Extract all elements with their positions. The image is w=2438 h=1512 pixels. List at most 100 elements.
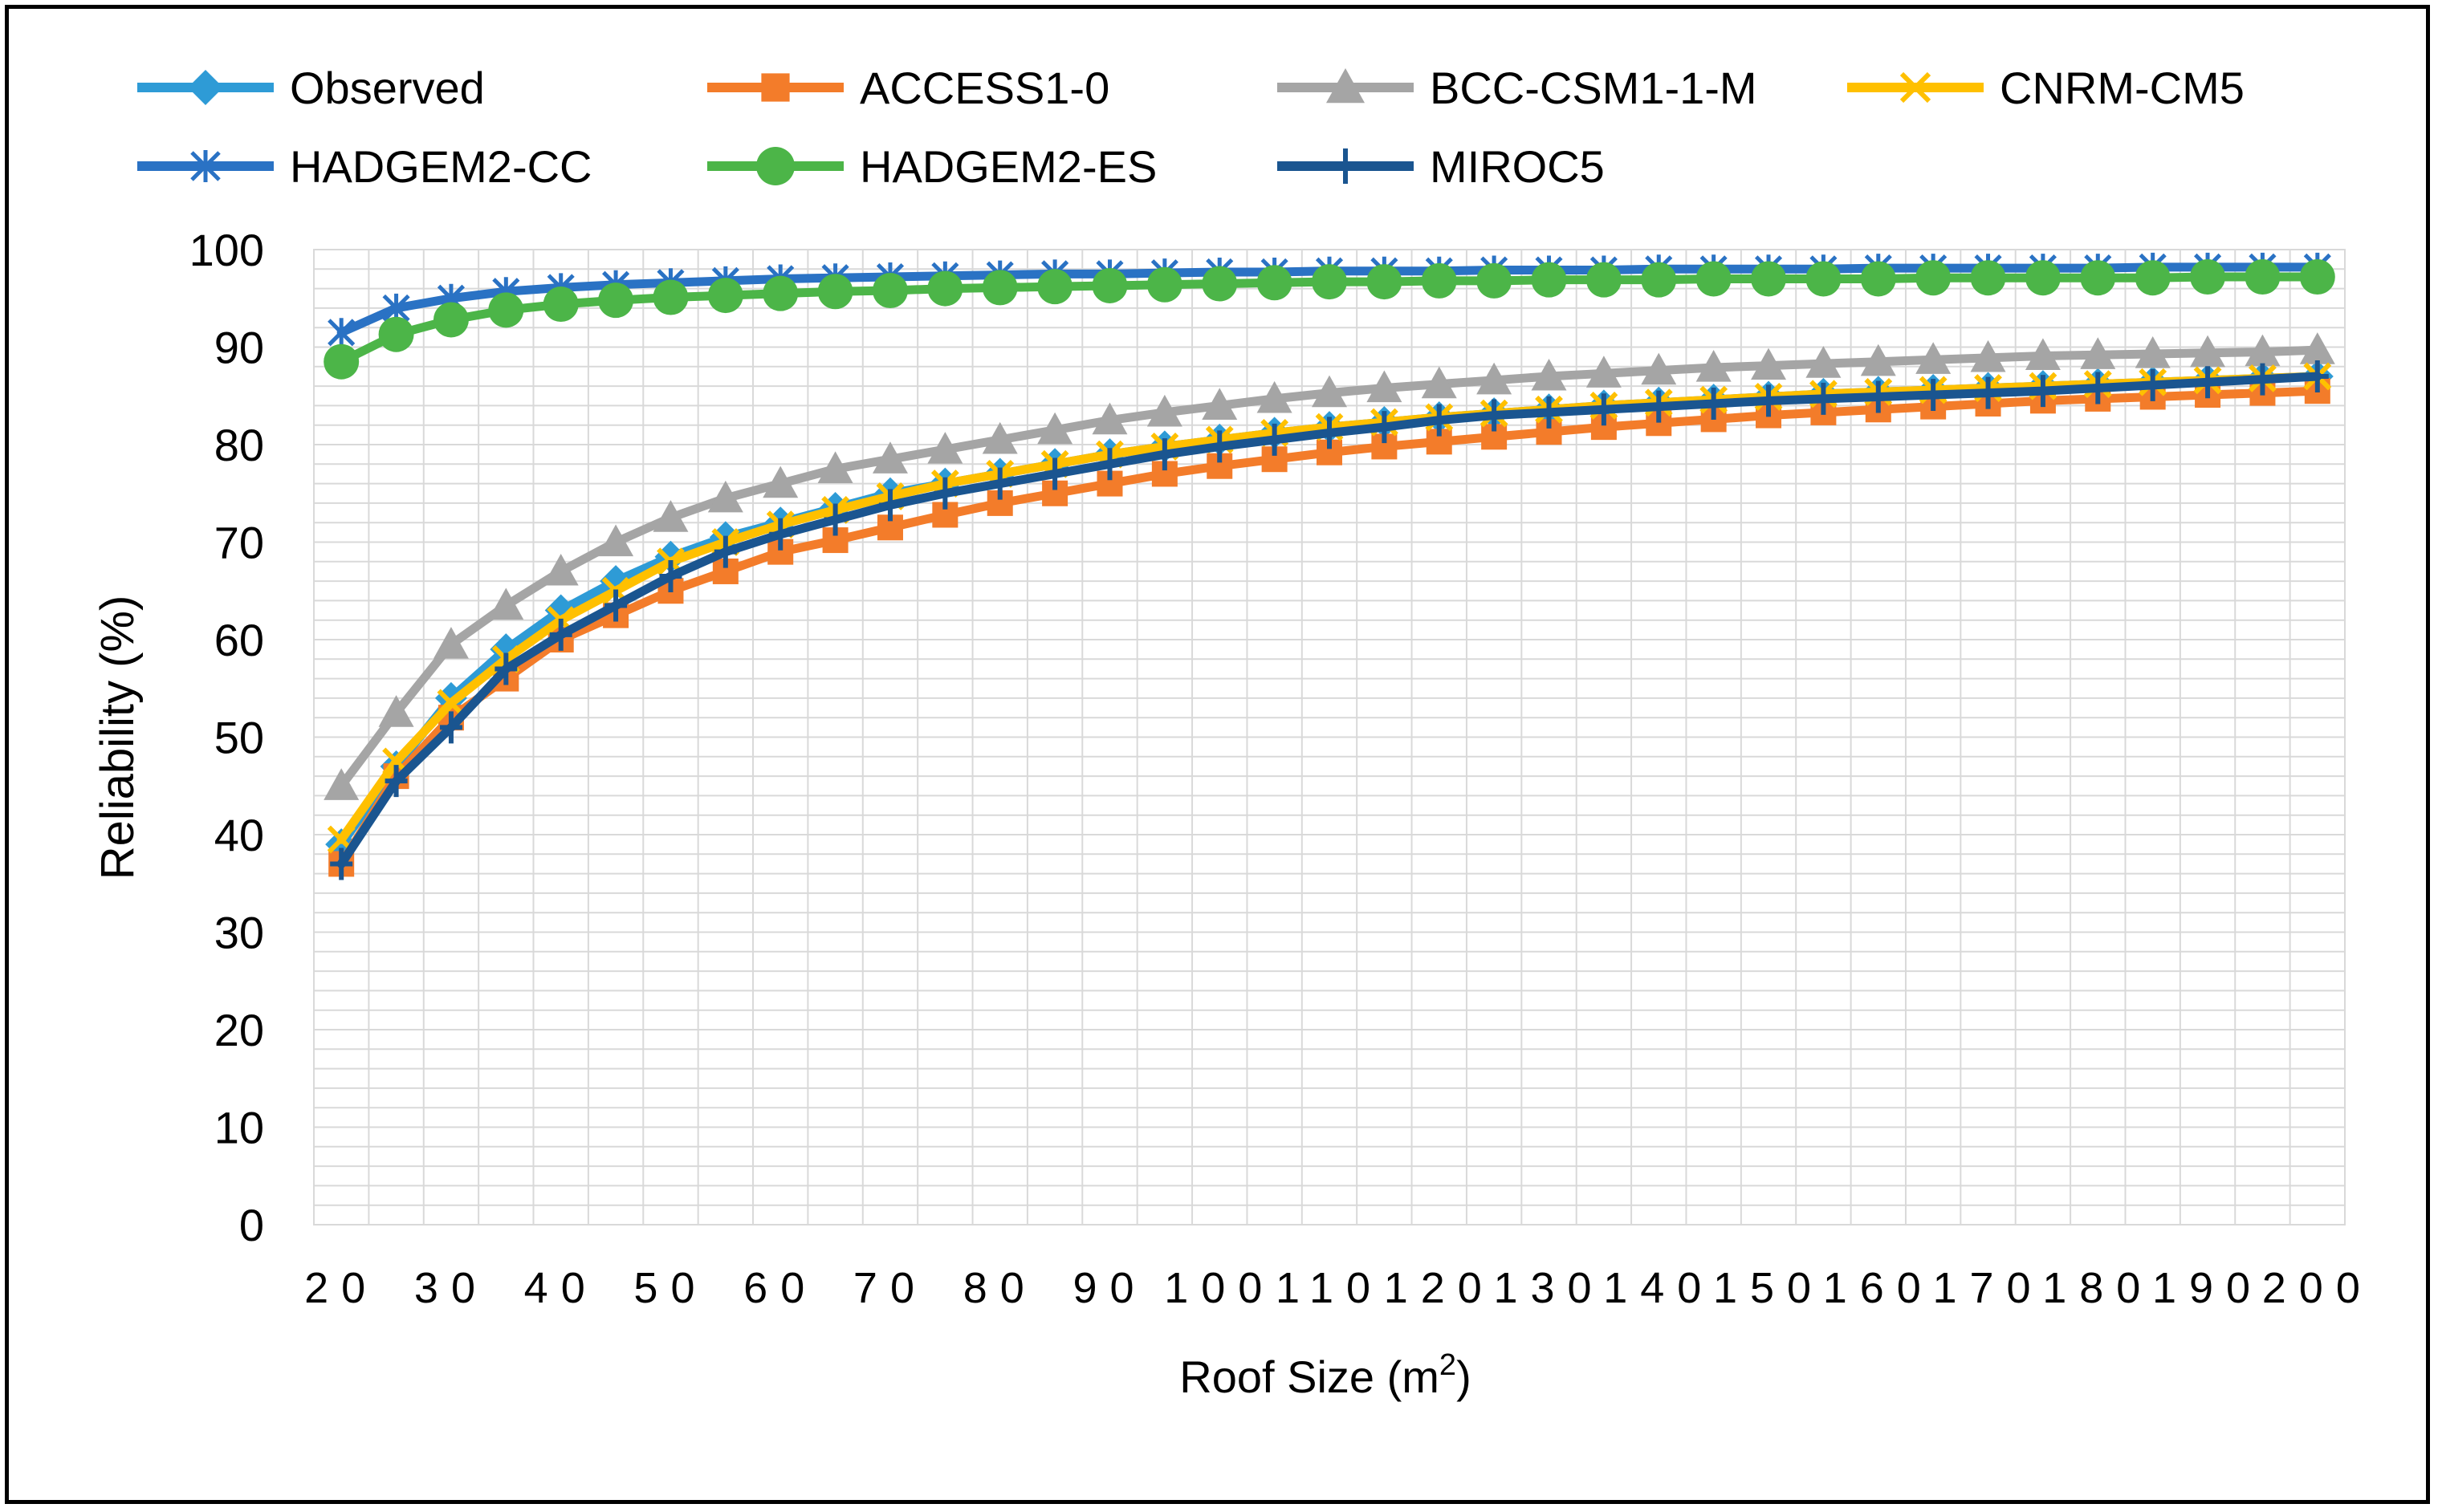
data-point <box>1202 266 1238 302</box>
x-tick-label: 70 <box>853 1264 927 1312</box>
x-tick-label: 60 <box>743 1264 817 1312</box>
data-point <box>1751 261 1787 297</box>
y-tick-label: 60 <box>214 615 264 665</box>
data-point <box>1373 411 1396 444</box>
data-point <box>1585 356 1622 388</box>
legend-marker <box>761 73 790 102</box>
data-point <box>1256 380 1292 413</box>
data-point <box>1037 412 1073 445</box>
data-point <box>872 273 908 309</box>
y-tick-label: 40 <box>214 810 264 860</box>
legend-marker <box>1899 71 1931 104</box>
data-point <box>1366 370 1402 403</box>
data-point <box>543 287 579 323</box>
data-point <box>1202 388 1238 420</box>
data-point <box>2080 337 2116 369</box>
y-tick-label: 10 <box>214 1103 264 1153</box>
data-point <box>2135 336 2171 368</box>
x-tick-label: 110 <box>1276 1264 1383 1312</box>
y-tick-label: 30 <box>214 908 264 958</box>
data-point <box>2190 335 2226 368</box>
data-point <box>1476 362 1512 395</box>
data-point <box>2086 372 2110 404</box>
data-point <box>1312 264 1347 300</box>
data-point <box>763 465 799 498</box>
data-point <box>1976 376 2000 409</box>
y-tick-label: 50 <box>214 713 264 763</box>
data-point <box>378 695 414 727</box>
data-point <box>714 535 737 568</box>
data-point <box>653 500 689 532</box>
legend-item: ACCESS1-0 <box>707 63 1109 113</box>
data-point <box>549 618 572 651</box>
data-point <box>385 765 408 798</box>
data-point <box>1208 430 1231 463</box>
legend-item: Observed <box>137 63 485 113</box>
data-point <box>2141 368 2164 401</box>
y-axis-label: Reliability (%) <box>92 595 144 880</box>
data-point <box>1421 262 1457 299</box>
data-point <box>982 421 1018 454</box>
data-point <box>1805 261 1842 297</box>
data-point <box>543 553 579 586</box>
series-miroc5 <box>330 360 2329 880</box>
data-point <box>1146 394 1182 427</box>
data-point <box>878 489 902 522</box>
data-point <box>927 432 963 464</box>
data-point <box>1860 261 1896 297</box>
x-tick-label: 140 <box>1603 1264 1714 1312</box>
data-point <box>659 560 682 593</box>
data-point <box>1037 269 1073 305</box>
data-point <box>598 282 634 319</box>
x-axis-label-close: ) <box>1456 1351 1471 1402</box>
data-point <box>328 318 356 348</box>
data-point <box>1641 262 1677 298</box>
data-point <box>488 587 524 620</box>
legend-item: MIROC5 <box>1277 141 1605 192</box>
data-point <box>324 343 360 380</box>
legend-label: ACCESS1-0 <box>860 63 1109 113</box>
x-tick-label: 20 <box>304 1264 378 1312</box>
data-point <box>1922 379 1945 412</box>
legend-marker <box>756 147 795 185</box>
legend-label: MIROC5 <box>1430 141 1605 192</box>
legend-marker <box>188 70 223 105</box>
x-axis-label-text: Roof Size (m <box>1179 1351 1439 1402</box>
x-tick-label: 130 <box>1493 1264 1604 1312</box>
legend-item: HADGEM2-ES <box>707 141 1157 192</box>
legend-marker <box>1326 68 1365 104</box>
data-point <box>1153 438 1176 471</box>
data-point <box>988 467 1011 500</box>
legend-label: CNRM-CM5 <box>2000 63 2245 113</box>
y-tick-label: 0 <box>239 1200 264 1250</box>
data-point <box>707 278 743 314</box>
data-point <box>769 518 792 551</box>
x-tick-label: 150 <box>1713 1264 1824 1312</box>
x-tick-label: 170 <box>1932 1264 2043 1312</box>
x-tick-label: 100 <box>1164 1264 1275 1312</box>
data-point <box>1044 457 1067 490</box>
data-point <box>2080 260 2116 296</box>
data-point <box>1537 396 1561 429</box>
data-point <box>1751 348 1787 380</box>
data-point <box>707 480 743 513</box>
data-point <box>1421 366 1457 399</box>
data-point <box>1647 390 1671 423</box>
data-point <box>1866 380 1890 413</box>
data-point <box>324 768 360 800</box>
data-point <box>824 503 847 536</box>
data-point <box>495 652 518 685</box>
x-tick-label: 30 <box>414 1264 488 1312</box>
x-tick-label: 200 <box>2262 1264 2373 1312</box>
x-tick-label: 90 <box>1072 1264 1146 1312</box>
x-tick-label: 50 <box>633 1264 707 1312</box>
legend-label: HADGEM2-CC <box>290 141 592 192</box>
data-point <box>2306 360 2329 392</box>
data-point <box>2299 259 2335 295</box>
data-point <box>1915 260 1952 296</box>
data-point <box>330 847 353 880</box>
data-point <box>1098 448 1121 481</box>
data-point <box>982 270 1018 306</box>
data-point <box>1531 358 1567 391</box>
series-hadgem2-es <box>324 259 2335 380</box>
